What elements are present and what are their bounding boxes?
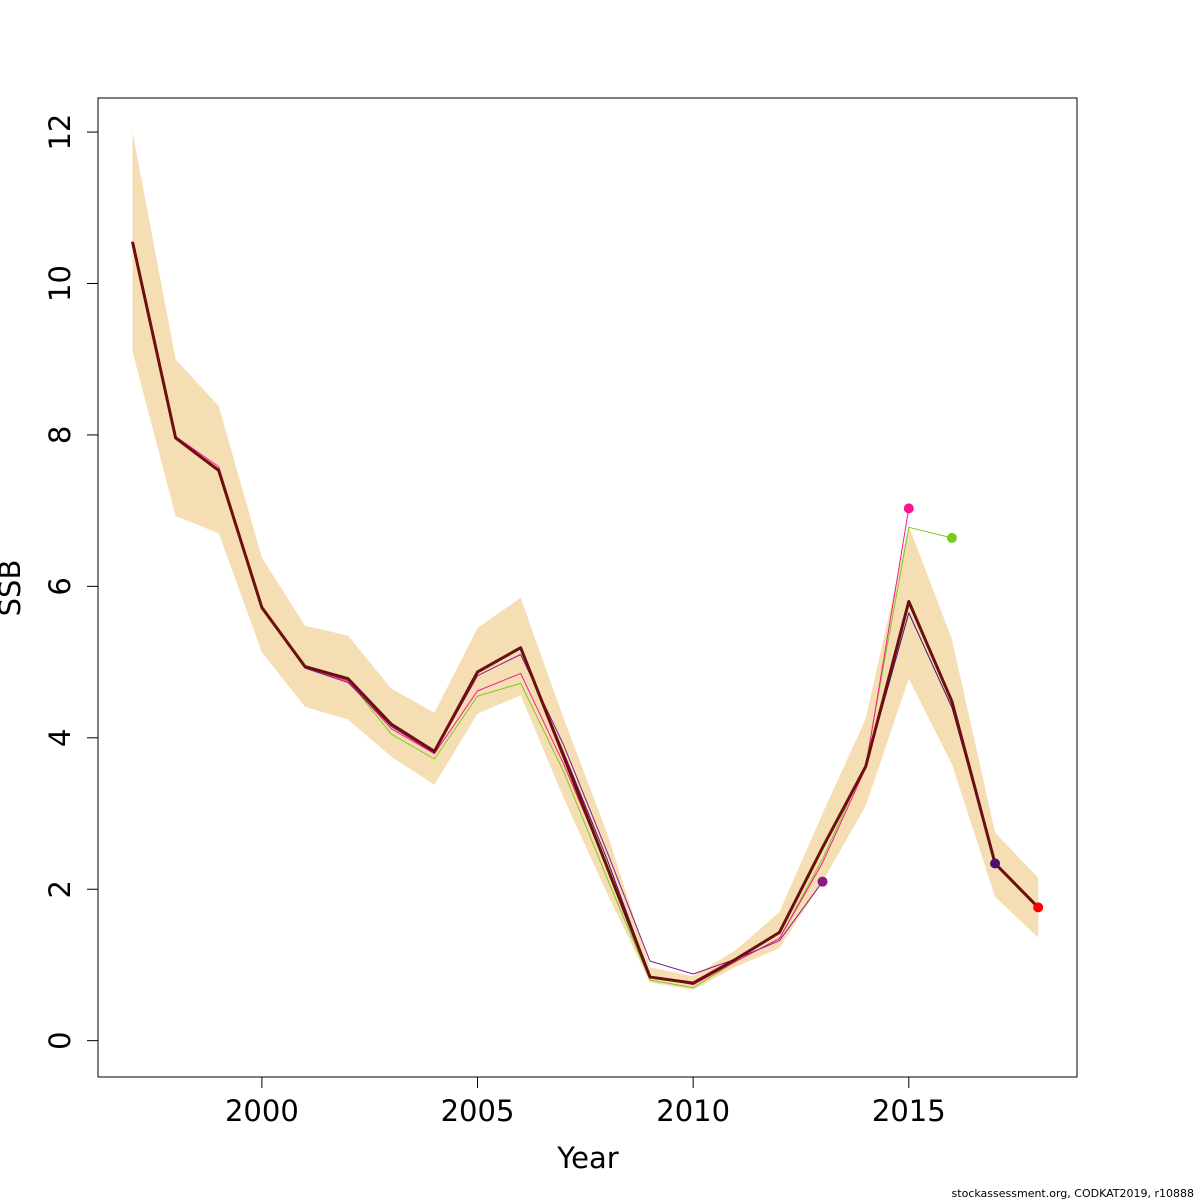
- y-axis-title: SSB: [0, 560, 27, 617]
- x-tick-label: 2000: [225, 1094, 299, 1128]
- series-lines: [131, 241, 1040, 989]
- series-endpoints: [817, 503, 1044, 913]
- y-tick-label: 6: [43, 577, 77, 595]
- series-line-3: [132, 244, 823, 975]
- y-tick-label: 4: [43, 729, 77, 747]
- footer-credit: stockassessment.org, CODKAT2019, r10888: [952, 1187, 1194, 1200]
- series-line-6: [131, 241, 1040, 985]
- y-tick-label: 2: [43, 880, 77, 898]
- y-tick-label: 12: [43, 114, 77, 151]
- y-tick-label: 0: [43, 1031, 77, 1049]
- x-tick-label: 2005: [441, 1094, 515, 1128]
- series-endpoint-1: [946, 532, 957, 543]
- y-axis: 0 2 4 6 8 10 12: [43, 114, 99, 1050]
- series-endpoint-5: [1033, 902, 1044, 913]
- confidence-band-area: [132, 132, 1039, 990]
- series-endpoint-2: [903, 503, 914, 514]
- confidence-band: [132, 132, 1039, 990]
- x-tick-label: 2015: [872, 1094, 946, 1128]
- series-endpoint-4: [990, 858, 1001, 869]
- series-endpoint-3: [817, 876, 828, 887]
- y-tick-label: 8: [43, 426, 77, 444]
- y-tick-label: 10: [43, 265, 77, 302]
- x-axis: 2000 2005 2010 2015: [225, 1076, 946, 1128]
- x-axis-title: Year: [556, 1141, 618, 1175]
- x-tick-label: 2010: [656, 1094, 730, 1128]
